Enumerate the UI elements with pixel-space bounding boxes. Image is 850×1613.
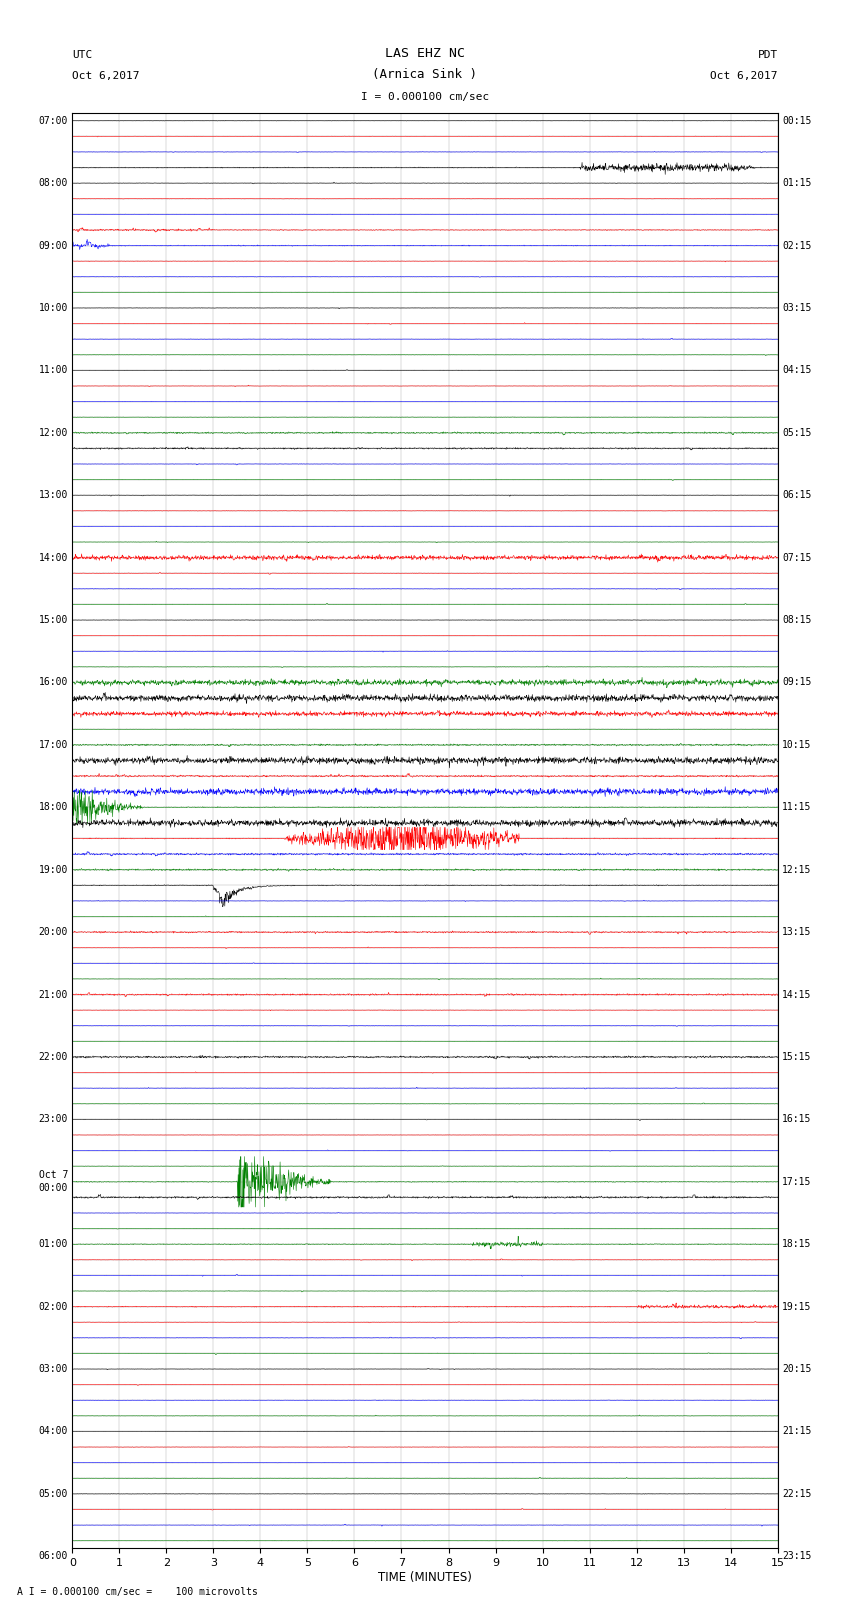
Text: 22:00: 22:00 bbox=[38, 1052, 68, 1061]
Text: 16:00: 16:00 bbox=[38, 677, 68, 687]
Text: 08:00: 08:00 bbox=[38, 177, 68, 189]
Text: 04:00: 04:00 bbox=[38, 1426, 68, 1437]
Text: A I = 0.000100 cm/sec =    100 microvolts: A I = 0.000100 cm/sec = 100 microvolts bbox=[17, 1587, 258, 1597]
Text: 14:15: 14:15 bbox=[782, 989, 812, 1000]
Text: 10:00: 10:00 bbox=[38, 303, 68, 313]
Text: 23:15: 23:15 bbox=[782, 1552, 812, 1561]
Text: 19:00: 19:00 bbox=[38, 865, 68, 874]
Text: 19:15: 19:15 bbox=[782, 1302, 812, 1311]
Text: 05:15: 05:15 bbox=[782, 427, 812, 437]
Text: 09:00: 09:00 bbox=[38, 240, 68, 250]
Text: 15:00: 15:00 bbox=[38, 615, 68, 626]
X-axis label: TIME (MINUTES): TIME (MINUTES) bbox=[378, 1571, 472, 1584]
Text: 15:15: 15:15 bbox=[782, 1052, 812, 1061]
Text: 00:00: 00:00 bbox=[38, 1184, 68, 1194]
Text: 14:00: 14:00 bbox=[38, 553, 68, 563]
Text: LAS EHZ NC: LAS EHZ NC bbox=[385, 47, 465, 60]
Text: 11:00: 11:00 bbox=[38, 366, 68, 376]
Text: 07:00: 07:00 bbox=[38, 116, 68, 126]
Text: Oct 6,2017: Oct 6,2017 bbox=[72, 71, 139, 81]
Text: 04:15: 04:15 bbox=[782, 366, 812, 376]
Text: 18:15: 18:15 bbox=[782, 1239, 812, 1248]
Text: 06:15: 06:15 bbox=[782, 490, 812, 500]
Text: Oct 7: Oct 7 bbox=[38, 1171, 68, 1181]
Text: 06:00: 06:00 bbox=[38, 1552, 68, 1561]
Text: 02:00: 02:00 bbox=[38, 1302, 68, 1311]
Text: 10:15: 10:15 bbox=[782, 740, 812, 750]
Text: 03:00: 03:00 bbox=[38, 1365, 68, 1374]
Text: 01:15: 01:15 bbox=[782, 177, 812, 189]
Text: Oct 6,2017: Oct 6,2017 bbox=[711, 71, 778, 81]
Text: (Arnica Sink ): (Arnica Sink ) bbox=[372, 68, 478, 81]
Text: 13:00: 13:00 bbox=[38, 490, 68, 500]
Text: I = 0.000100 cm/sec: I = 0.000100 cm/sec bbox=[361, 92, 489, 102]
Text: 17:15: 17:15 bbox=[782, 1177, 812, 1187]
Text: 02:15: 02:15 bbox=[782, 240, 812, 250]
Text: 23:00: 23:00 bbox=[38, 1115, 68, 1124]
Text: 01:00: 01:00 bbox=[38, 1239, 68, 1248]
Text: 11:15: 11:15 bbox=[782, 802, 812, 813]
Text: 12:00: 12:00 bbox=[38, 427, 68, 437]
Text: 17:00: 17:00 bbox=[38, 740, 68, 750]
Text: 12:15: 12:15 bbox=[782, 865, 812, 874]
Text: 00:15: 00:15 bbox=[782, 116, 812, 126]
Text: 20:15: 20:15 bbox=[782, 1365, 812, 1374]
Text: UTC: UTC bbox=[72, 50, 93, 60]
Text: 03:15: 03:15 bbox=[782, 303, 812, 313]
Text: 05:00: 05:00 bbox=[38, 1489, 68, 1498]
Text: 18:00: 18:00 bbox=[38, 802, 68, 813]
Text: 22:15: 22:15 bbox=[782, 1489, 812, 1498]
Text: 21:00: 21:00 bbox=[38, 989, 68, 1000]
Text: 09:15: 09:15 bbox=[782, 677, 812, 687]
Text: 07:15: 07:15 bbox=[782, 553, 812, 563]
Text: 08:15: 08:15 bbox=[782, 615, 812, 626]
Text: 13:15: 13:15 bbox=[782, 927, 812, 937]
Text: PDT: PDT bbox=[757, 50, 778, 60]
Text: 21:15: 21:15 bbox=[782, 1426, 812, 1437]
Text: 20:00: 20:00 bbox=[38, 927, 68, 937]
Text: 16:15: 16:15 bbox=[782, 1115, 812, 1124]
